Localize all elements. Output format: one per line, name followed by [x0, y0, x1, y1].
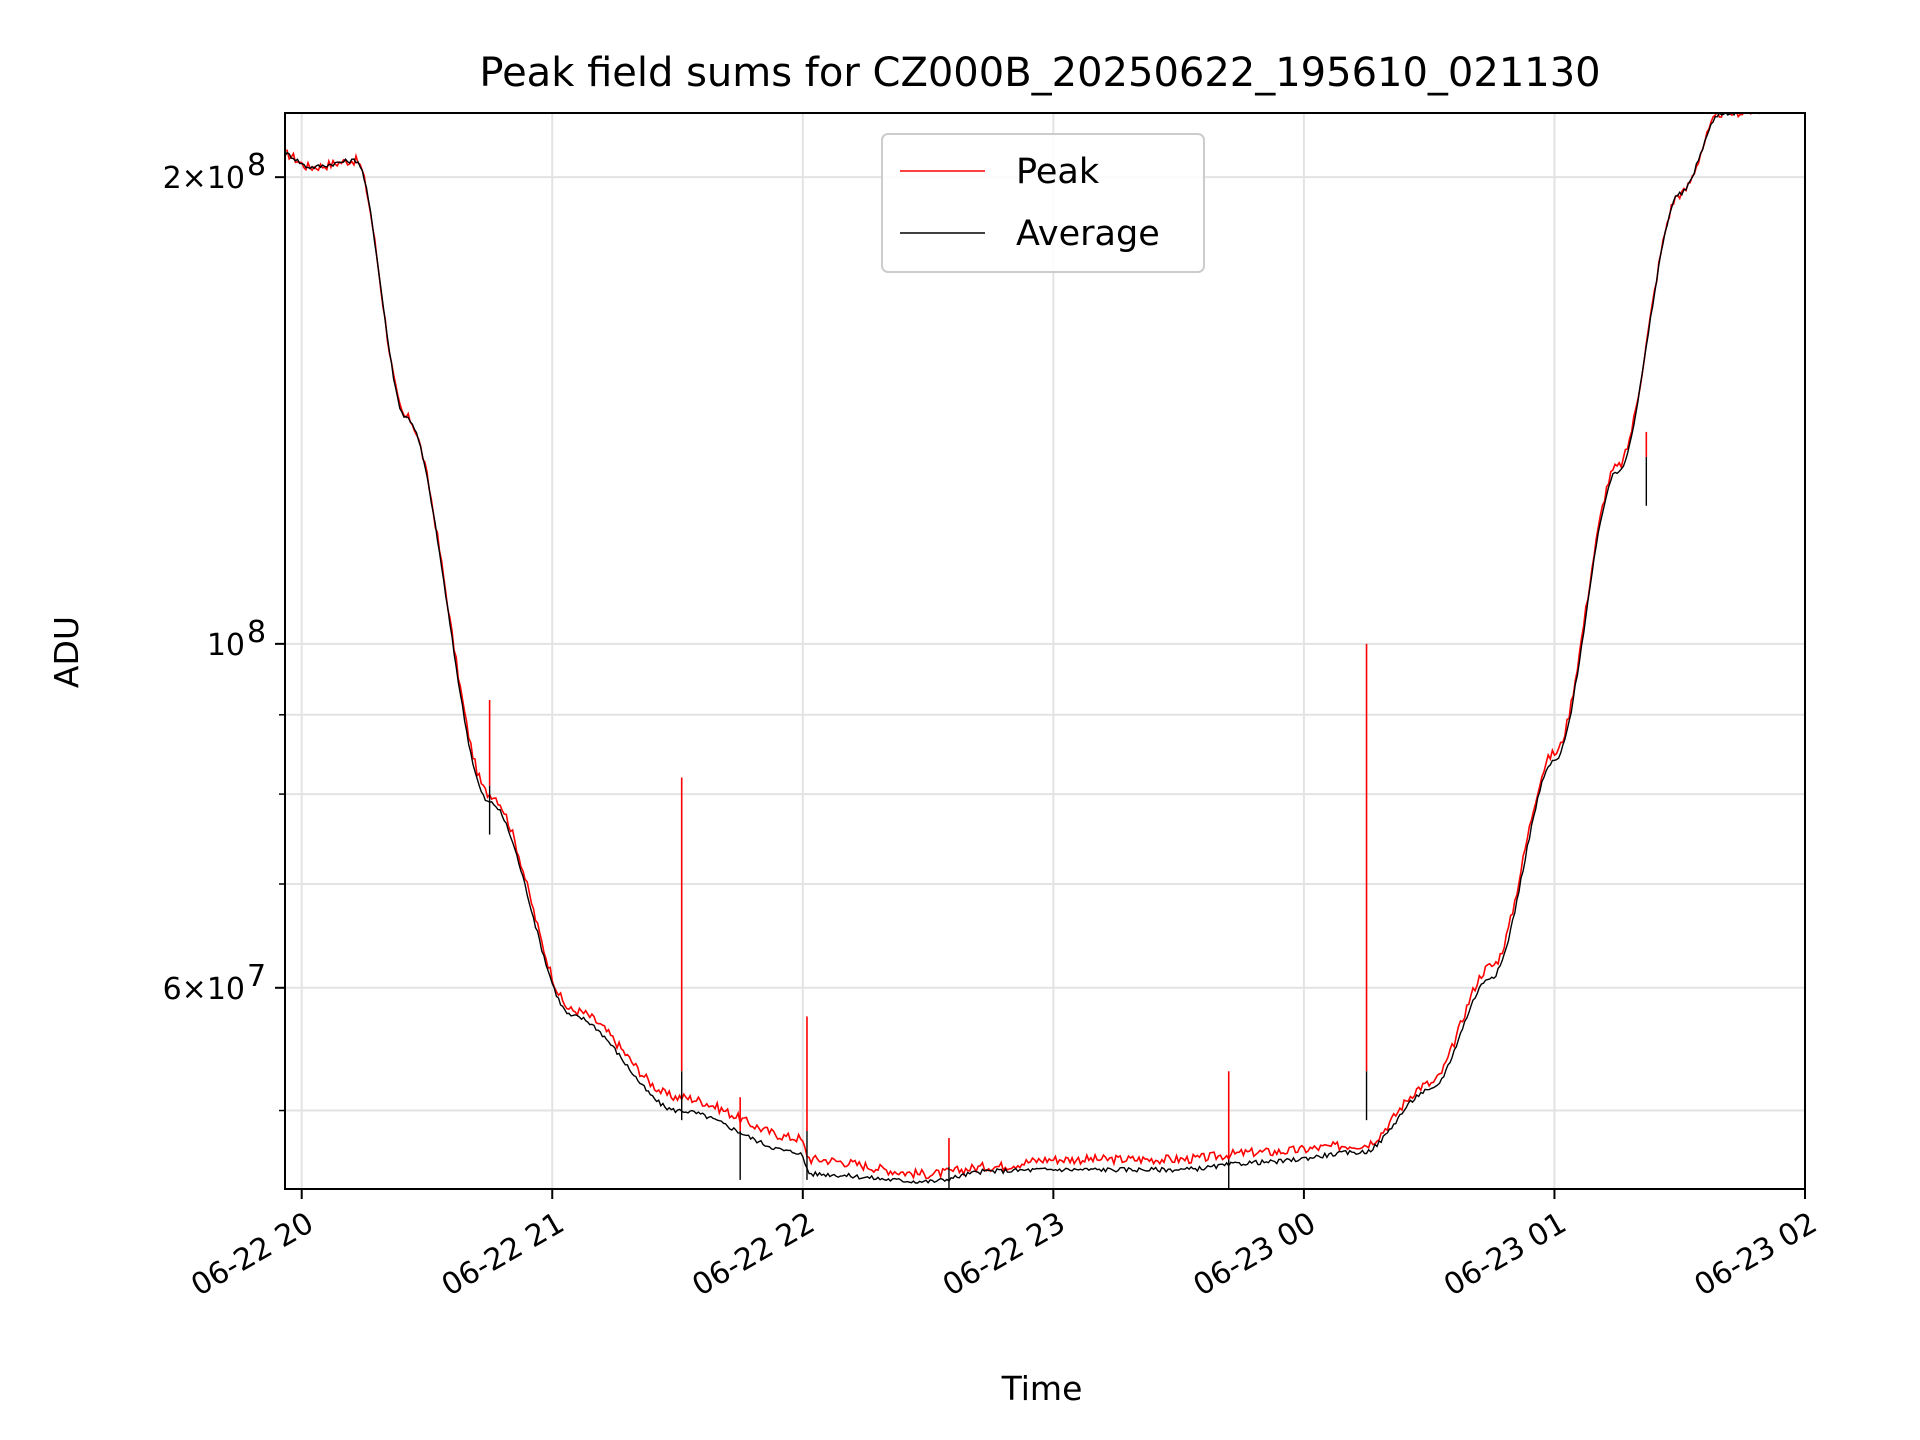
- plot-frame: [284, 112, 1806, 1190]
- y-tick-base: 10: [207, 628, 245, 663]
- y-tick-base: 2×10: [163, 161, 245, 196]
- y-tick-base: 6×10: [163, 972, 245, 1007]
- y-tick-label: 2×10: [163, 161, 245, 196]
- grid: [285, 113, 1806, 1189]
- plot-data: [285, 113, 1779, 1189]
- y-tick-exponent: 8: [247, 148, 266, 183]
- legend-box: [881, 133, 1205, 273]
- y-tick-exponent: 7: [247, 959, 266, 994]
- legend-label-average: Average: [1016, 214, 1160, 254]
- y-tick-label: 10: [207, 628, 245, 663]
- y-axis: 2×10 810 86×10 7: [163, 148, 285, 1112]
- chart-title: Peak field sums for CZ000B_20250622_1956…: [479, 50, 1600, 96]
- series-line-peak: [285, 113, 1779, 1180]
- x-axis-label: Time: [1001, 1369, 1083, 1408]
- legend: Peak Average: [881, 133, 1205, 273]
- y-tick-label: 6×10: [163, 972, 245, 1007]
- series-line-average: [285, 113, 1760, 1184]
- y-tick-exponent: 8: [247, 615, 266, 650]
- legend-label-peak: Peak: [1016, 152, 1100, 192]
- y-axis-label: ADU: [47, 616, 86, 688]
- series-group: [285, 113, 1779, 1189]
